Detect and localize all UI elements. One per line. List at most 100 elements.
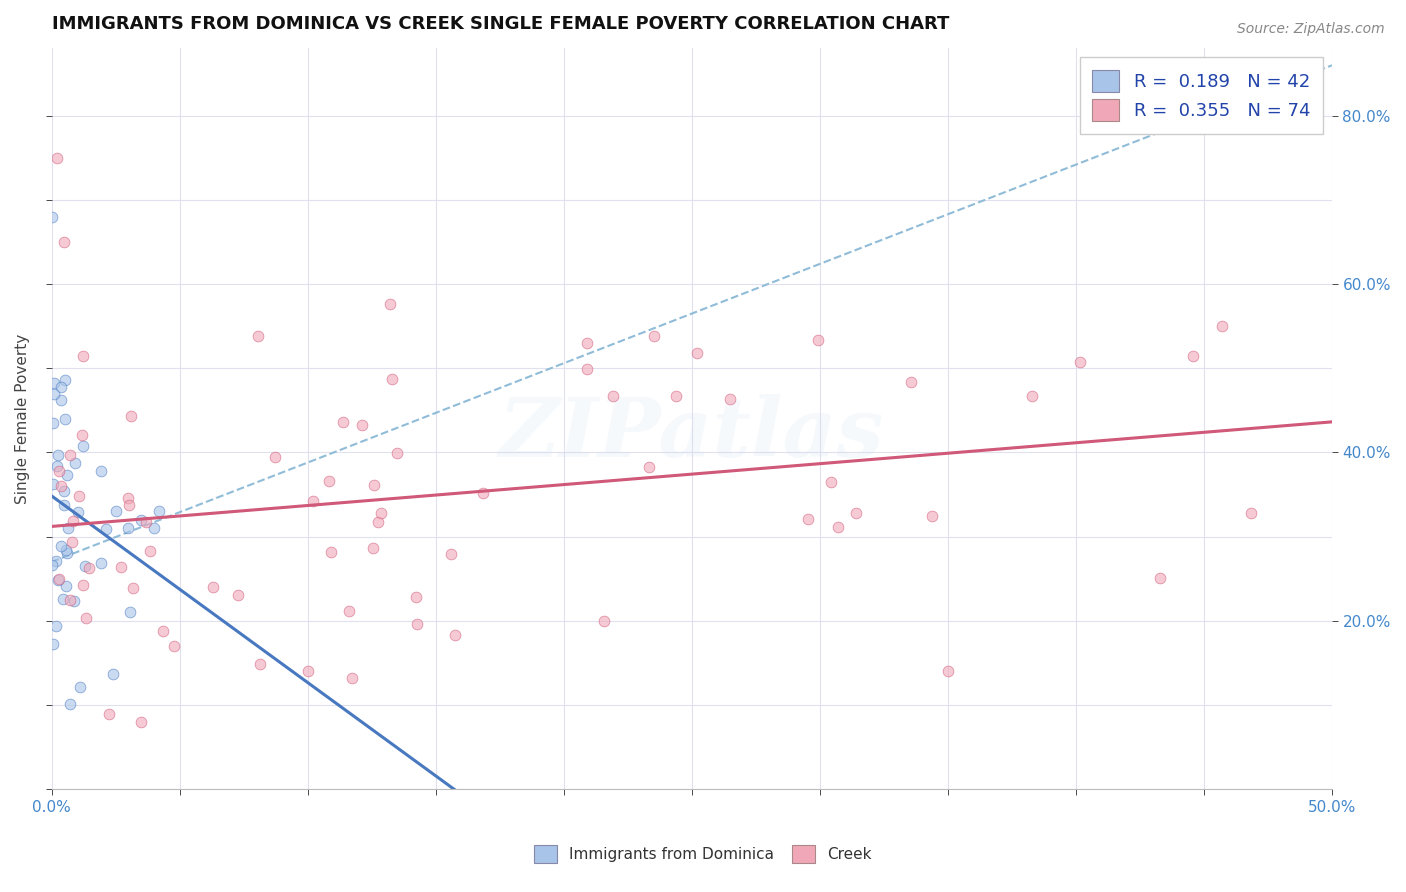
- Point: [59, 592, 82, 607]
- Point: [45, 554, 67, 568]
- Point: [900, 375, 922, 389]
- Point: [363, 478, 385, 492]
- Point: [52, 592, 75, 607]
- Point: [845, 507, 868, 521]
- Point: [67, 490, 90, 504]
- Point: [226, 588, 249, 602]
- Point: [46, 574, 69, 588]
- Point: [42, 476, 65, 491]
- Point: [1182, 349, 1205, 363]
- Point: [440, 548, 463, 562]
- Point: [79, 561, 101, 575]
- Point: [42, 416, 65, 430]
- Legend: Immigrants from Dominica, Creek: Immigrants from Dominica, Creek: [526, 837, 880, 871]
- Point: [75, 610, 97, 624]
- Text: ZIPatlas: ZIPatlas: [499, 393, 884, 474]
- Point: [72, 578, 94, 592]
- Point: [367, 515, 389, 529]
- Point: [406, 616, 429, 631]
- Point: [370, 506, 392, 520]
- Point: [1211, 319, 1233, 334]
- Point: [55, 543, 77, 558]
- Point: [122, 581, 145, 595]
- Point: [319, 545, 342, 559]
- Point: [59, 698, 82, 712]
- Y-axis label: Single Female Poverty: Single Female Poverty: [15, 334, 30, 504]
- Point: [820, 475, 842, 490]
- Point: [593, 614, 616, 628]
- Point: [135, 515, 157, 529]
- Point: [118, 605, 141, 619]
- Point: [1240, 506, 1263, 520]
- Point: [807, 333, 830, 347]
- Point: [90, 464, 112, 478]
- Point: [56, 521, 79, 535]
- Point: [1149, 571, 1171, 585]
- Point: [90, 556, 112, 570]
- Point: [352, 418, 374, 433]
- Point: [129, 714, 152, 729]
- Point: [444, 628, 467, 642]
- Point: [1069, 355, 1091, 369]
- Point: [318, 474, 340, 488]
- Point: [246, 329, 269, 343]
- Text: IMMIGRANTS FROM DOMINICA VS CREEK SINGLE FEMALE POVERTY CORRELATION CHART: IMMIGRANTS FROM DOMINICA VS CREEK SINGLE…: [52, 15, 949, 33]
- Point: [643, 328, 665, 343]
- Text: Source: ZipAtlas.com: Source: ZipAtlas.com: [1237, 22, 1385, 37]
- Legend: R =  0.189   N = 42, R =  0.355   N = 74: R = 0.189 N = 42, R = 0.355 N = 74: [1080, 57, 1323, 134]
- Point: [921, 508, 943, 523]
- Point: [263, 450, 285, 465]
- Point: [53, 412, 76, 426]
- Point: [405, 590, 427, 604]
- Point: [117, 491, 139, 505]
- Point: [62, 514, 84, 528]
- Point: [55, 468, 77, 483]
- Point: [381, 372, 404, 386]
- Point: [48, 464, 70, 478]
- Point: [301, 493, 323, 508]
- Point: [49, 479, 72, 493]
- Point: [41, 558, 63, 573]
- Point: [143, 521, 166, 535]
- Point: [117, 521, 139, 535]
- Point: [51, 392, 73, 407]
- Point: [72, 349, 94, 363]
- Point: [152, 624, 174, 638]
- Point: [378, 297, 401, 311]
- Point: [55, 579, 77, 593]
- Point: [337, 604, 360, 618]
- Point: [63, 456, 86, 470]
- Point: [118, 498, 141, 512]
- Point: [53, 499, 76, 513]
- Point: [60, 534, 83, 549]
- Point: [797, 512, 820, 526]
- Point: [101, 667, 124, 681]
- Point: [70, 428, 93, 442]
- Point: [66, 505, 89, 519]
- Point: [49, 380, 72, 394]
- Point: [575, 336, 598, 351]
- Point: [332, 415, 354, 429]
- Point: [48, 449, 70, 463]
- Point: [41, 210, 63, 224]
- Point: [827, 520, 849, 534]
- Point: [110, 560, 132, 574]
- Point: [361, 541, 384, 555]
- Point: [42, 637, 65, 651]
- Point: [576, 362, 599, 376]
- Point: [72, 439, 94, 453]
- Point: [472, 486, 495, 500]
- Point: [104, 504, 127, 518]
- Point: [53, 235, 76, 249]
- Point: [48, 572, 70, 586]
- Point: [69, 680, 91, 694]
- Point: [202, 580, 225, 594]
- Point: [52, 484, 75, 499]
- Point: [96, 522, 118, 536]
- Point: [120, 409, 142, 423]
- Point: [42, 386, 65, 401]
- Point: [53, 373, 76, 387]
- Point: [59, 448, 82, 462]
- Point: [148, 504, 170, 518]
- Point: [44, 376, 66, 391]
